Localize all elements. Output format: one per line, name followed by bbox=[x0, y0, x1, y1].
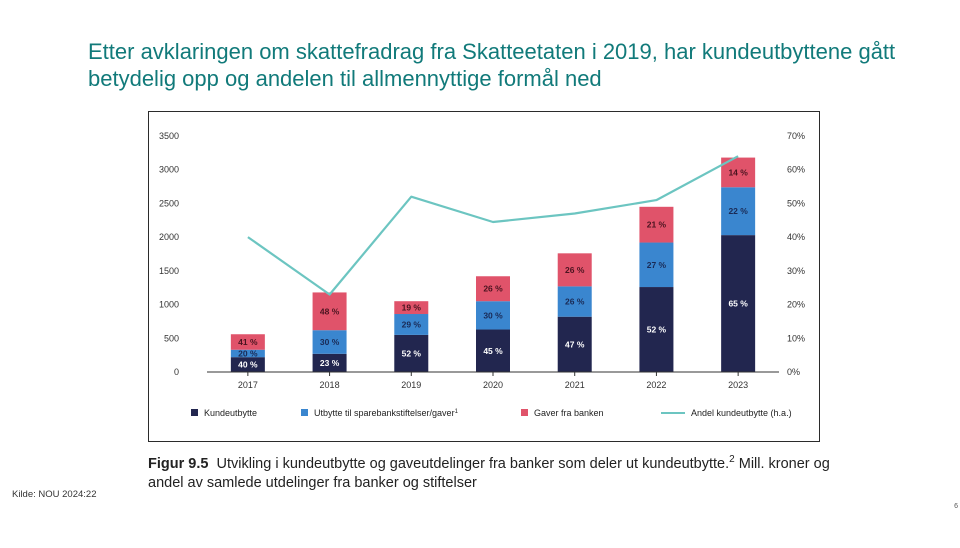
caption-text-part-2: Mill. kroner og andel av samlede utdelin… bbox=[148, 455, 830, 491]
bar-data-label: 26 % bbox=[565, 265, 585, 275]
bar-data-label: 41 % bbox=[238, 337, 258, 347]
bar-segment-1 bbox=[230, 349, 265, 358]
bar-segment-0 bbox=[557, 316, 592, 372]
legend-label-1: Utbytte til sparebankstiftelser/gaver1 bbox=[314, 408, 459, 418]
y-tick-label: 500 bbox=[164, 333, 179, 343]
bar-data-label: 27 % bbox=[647, 260, 667, 270]
bar-data-label: 26 % bbox=[565, 297, 585, 307]
x-tick-label: 2017 bbox=[238, 380, 258, 390]
y2-tick-label: 50% bbox=[787, 198, 805, 208]
bar-data-label: 19 % bbox=[402, 303, 422, 313]
bar-data-label: 20 % bbox=[238, 348, 258, 358]
bar-segment-1 bbox=[312, 330, 347, 354]
bar-segment-2 bbox=[639, 206, 674, 243]
bar-segment-0 bbox=[394, 334, 429, 372]
bar-segment-2 bbox=[476, 276, 510, 302]
legend-swatch-2 bbox=[521, 409, 528, 416]
bar-segment-2 bbox=[557, 253, 592, 287]
caption-text-part-1: Utvikling i kundeutbytte og gaveutdeling… bbox=[216, 455, 730, 472]
chart-frame: 0 500 1000 1500 2000 2500 3000 3500 0% 10% 20% 30% 4… bbox=[148, 111, 820, 442]
bar-data-label: 47 % bbox=[565, 339, 585, 349]
bar-segment-2 bbox=[230, 334, 265, 350]
bar-segment-2 bbox=[312, 292, 347, 331]
bar-segment-1 bbox=[721, 187, 756, 236]
bar-data-label: 14 % bbox=[728, 167, 748, 177]
bar-segment-1 bbox=[476, 301, 510, 330]
bar-segment-0 bbox=[639, 287, 674, 372]
y2-tick-label: 0% bbox=[787, 367, 800, 377]
bar-data-label: 23 % bbox=[320, 358, 340, 368]
bar-segment-1 bbox=[394, 314, 429, 335]
bar-segment-2 bbox=[394, 301, 429, 315]
bar-data-label: 45 % bbox=[483, 346, 503, 356]
legend-label-0: Kundeutbytte bbox=[204, 408, 257, 418]
y-tick-label: 1000 bbox=[159, 300, 179, 310]
bar-data-label: 40 % bbox=[238, 360, 258, 370]
stacked-bar-line-chart: 0 500 1000 1500 2000 2500 3000 3500 0% 10% 20% 30% 4… bbox=[159, 131, 805, 418]
bar-segment-1 bbox=[557, 286, 592, 317]
legend-swatch-0 bbox=[191, 409, 198, 416]
page-number: 6 bbox=[954, 503, 958, 510]
bar-segment-0 bbox=[312, 353, 347, 372]
share-line bbox=[247, 155, 739, 296]
x-tick-label: 2023 bbox=[728, 380, 748, 390]
y2-tick-label: 10% bbox=[787, 333, 805, 343]
x-tick-label: 2022 bbox=[646, 380, 666, 390]
bar-data-label: 21 % bbox=[647, 220, 667, 230]
source-note: Kilde: NOU 2024:22 bbox=[12, 489, 97, 500]
bar-segment-0 bbox=[230, 357, 265, 372]
bar-data-label: 52 % bbox=[647, 325, 667, 335]
bar-data-label: 52 % bbox=[402, 348, 422, 358]
bar-data-label: 26 % bbox=[483, 284, 503, 294]
bar-segment-0 bbox=[721, 235, 756, 372]
legend-label-line: Andel kundeutbytte (h.a.) bbox=[691, 408, 792, 418]
y-tick-label: 0 bbox=[174, 367, 179, 377]
y2-tick-label: 60% bbox=[787, 165, 805, 175]
legend-swatch-1 bbox=[301, 409, 308, 416]
legend-label-2: Gaver fra banken bbox=[534, 408, 604, 418]
y-tick-label: 3000 bbox=[159, 165, 179, 175]
x-tick-label: 2019 bbox=[401, 380, 421, 390]
bar-segment-1 bbox=[639, 242, 674, 288]
y-tick-label: 1500 bbox=[159, 266, 179, 276]
y-tick-label: 2500 bbox=[159, 198, 179, 208]
figure-number: Figur 9.5 bbox=[148, 455, 209, 472]
y2-tick-label: 40% bbox=[787, 232, 805, 242]
bar-segment-0 bbox=[476, 329, 510, 372]
legend-superscript: 1 bbox=[455, 409, 459, 415]
y-tick-label: 3500 bbox=[159, 131, 179, 141]
caption-superscript: 2 bbox=[729, 454, 735, 465]
slide-title: Etter avklaringen om skattefradrag fra S… bbox=[88, 39, 896, 91]
bar-data-label: 30 % bbox=[483, 310, 503, 320]
figure-caption: Figur 9.5 Utvikling i kundeutbytte og ga… bbox=[148, 450, 848, 493]
x-tick-label: 2020 bbox=[483, 380, 503, 390]
y2-tick-label: 20% bbox=[787, 300, 805, 310]
bar-data-label: 48 % bbox=[320, 306, 340, 316]
y2-tick-label: 30% bbox=[787, 266, 805, 276]
x-tick-label: 2018 bbox=[320, 380, 340, 390]
y2-tick-label: 70% bbox=[787, 131, 805, 141]
bar-data-label: 22 % bbox=[728, 206, 748, 216]
bar-data-label: 29 % bbox=[402, 319, 422, 329]
y-tick-label: 2000 bbox=[159, 232, 179, 242]
x-tick-label: 2021 bbox=[565, 380, 585, 390]
bar-data-label: 30 % bbox=[320, 337, 340, 347]
bar-data-label: 65 % bbox=[728, 299, 748, 309]
